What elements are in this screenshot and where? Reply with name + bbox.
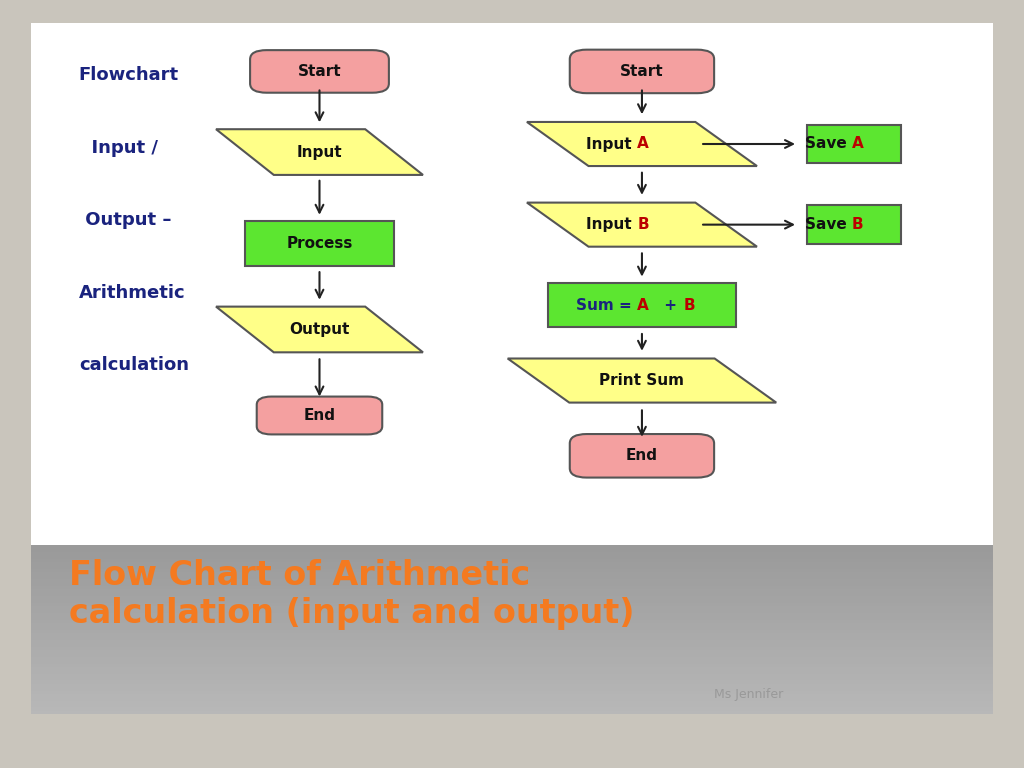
Bar <box>31 670 993 674</box>
Text: Input: Input <box>587 137 637 151</box>
Bar <box>31 616 993 620</box>
Bar <box>31 667 993 670</box>
Bar <box>31 593 993 596</box>
Bar <box>31 674 993 677</box>
Text: B: B <box>683 298 695 313</box>
Bar <box>31 562 993 565</box>
Bar <box>31 654 993 657</box>
Bar <box>31 700 993 704</box>
Bar <box>31 640 993 644</box>
Bar <box>31 660 993 664</box>
Bar <box>31 579 993 582</box>
FancyBboxPatch shape <box>245 220 394 266</box>
Text: Input: Input <box>297 144 342 160</box>
Bar <box>31 572 993 576</box>
Bar <box>31 552 993 555</box>
Bar <box>31 559 993 562</box>
Text: Arithmetic: Arithmetic <box>79 283 185 302</box>
Bar <box>31 650 993 654</box>
Bar <box>31 711 993 714</box>
FancyBboxPatch shape <box>569 434 714 478</box>
Text: Flow Chart of Arithmetic
calculation (input and output): Flow Chart of Arithmetic calculation (in… <box>70 559 635 630</box>
FancyBboxPatch shape <box>257 396 382 435</box>
Bar <box>31 569 993 572</box>
Bar <box>31 664 993 667</box>
Bar <box>31 589 993 593</box>
FancyBboxPatch shape <box>11 12 1013 571</box>
Bar <box>31 565 993 569</box>
Polygon shape <box>527 122 757 166</box>
Text: Flowchart: Flowchart <box>79 66 179 84</box>
Bar <box>31 599 993 603</box>
Bar <box>31 606 993 610</box>
Text: A: A <box>852 137 863 151</box>
Polygon shape <box>508 359 776 402</box>
Bar <box>31 697 993 700</box>
Text: Ms Jennifer: Ms Jennifer <box>714 687 783 700</box>
Bar <box>31 613 993 616</box>
Bar <box>31 704 993 707</box>
Text: Save: Save <box>805 217 852 232</box>
Text: A: A <box>637 137 649 151</box>
Bar <box>31 603 993 606</box>
Text: Input: Input <box>587 217 637 232</box>
Bar <box>31 596 993 599</box>
Bar <box>31 637 993 640</box>
Bar <box>31 633 993 637</box>
Text: End: End <box>626 449 658 463</box>
Bar <box>31 620 993 623</box>
Text: Input /: Input / <box>79 139 158 157</box>
Text: +: + <box>659 298 683 313</box>
Bar <box>31 623 993 627</box>
Polygon shape <box>216 129 423 175</box>
Bar <box>31 582 993 586</box>
Text: Start: Start <box>621 64 664 79</box>
Text: Start: Start <box>298 64 341 79</box>
Bar <box>31 690 993 694</box>
FancyBboxPatch shape <box>548 283 736 327</box>
FancyBboxPatch shape <box>807 205 901 244</box>
Text: B: B <box>637 217 649 232</box>
Bar <box>31 610 993 613</box>
Bar <box>31 680 993 684</box>
Bar <box>31 687 993 690</box>
Polygon shape <box>527 203 757 247</box>
Text: Save: Save <box>805 137 852 151</box>
Text: Sum =: Sum = <box>577 298 637 313</box>
Text: Output –: Output – <box>79 211 171 229</box>
Text: A: A <box>637 298 649 313</box>
Bar <box>31 630 993 633</box>
Bar <box>31 644 993 647</box>
Text: B: B <box>852 217 863 232</box>
Bar <box>31 694 993 697</box>
Bar <box>31 677 993 680</box>
Bar <box>31 555 993 559</box>
Bar <box>31 684 993 687</box>
Text: Output: Output <box>290 322 349 337</box>
Text: Print Sum: Print Sum <box>599 373 684 388</box>
Bar <box>31 707 993 711</box>
Bar <box>31 627 993 630</box>
Polygon shape <box>216 306 423 353</box>
Bar <box>31 647 993 650</box>
FancyBboxPatch shape <box>250 50 389 93</box>
Text: End: End <box>303 408 336 423</box>
Text: calculation: calculation <box>79 356 188 374</box>
FancyBboxPatch shape <box>569 50 714 93</box>
Bar <box>31 548 993 552</box>
Bar <box>31 586 993 589</box>
Bar <box>31 576 993 579</box>
Text: Process: Process <box>287 236 352 251</box>
FancyBboxPatch shape <box>807 124 901 164</box>
Bar <box>31 545 993 548</box>
Bar <box>31 657 993 660</box>
